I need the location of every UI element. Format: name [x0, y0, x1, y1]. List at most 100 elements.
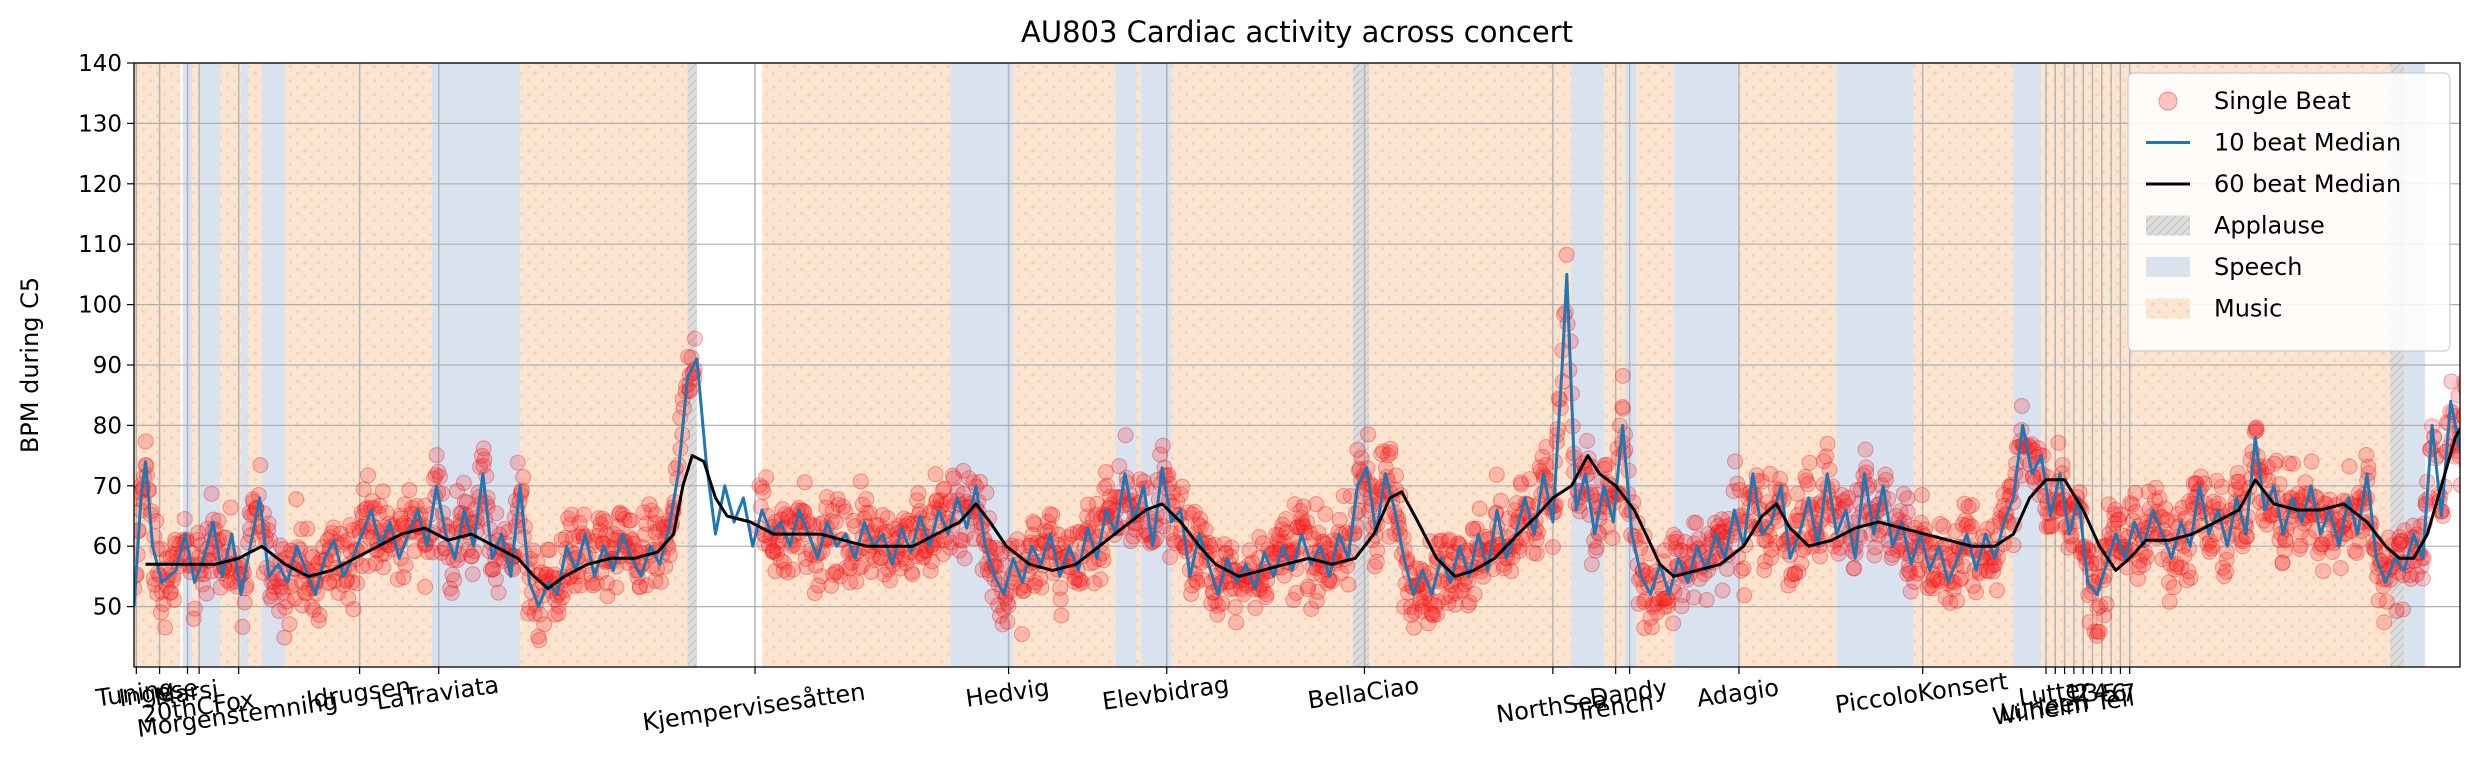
single-beat-point [1258, 586, 1275, 603]
single-beat-point [479, 489, 496, 506]
single-beat-point [2467, 405, 2476, 420]
single-beat-point [1194, 571, 1211, 588]
single-beat-point [1183, 585, 1200, 602]
single-beat-point [1254, 535, 1271, 552]
single-beat-point [1174, 478, 1191, 495]
single-beat-point [1714, 582, 1731, 599]
single-beat-point [392, 507, 409, 524]
single-beat-point [643, 502, 660, 519]
single-beat-point [935, 481, 952, 498]
single-beat-point [1025, 513, 1042, 530]
single-beat-point [756, 535, 773, 552]
single-beat-point [810, 577, 827, 594]
legend-label: Speech [2214, 253, 2302, 281]
single-beat-point [1152, 446, 1169, 463]
single-beat-point [2472, 385, 2476, 400]
y-tick-label: 120 [78, 172, 122, 198]
single-beat-point [999, 594, 1016, 611]
single-beat-point [807, 557, 824, 574]
single-beat-point [526, 605, 543, 622]
single-beat-point [813, 568, 830, 585]
single-beat-point [898, 555, 915, 572]
single-beat-point [1069, 524, 1086, 541]
x-tick-label: 7 [2119, 678, 2138, 708]
single-beat-point [536, 616, 553, 633]
single-beat-point [1024, 526, 1041, 543]
single-beat-point [599, 575, 616, 592]
single-beat-point [1800, 476, 1817, 493]
y-tick-label: 110 [78, 232, 122, 258]
single-beat-point [583, 574, 600, 591]
single-beat-point [1079, 508, 1096, 525]
single-beat-point [444, 566, 461, 583]
single-beat-point [608, 579, 625, 596]
single-beat-point [588, 575, 605, 592]
single-beat-point [2127, 504, 2144, 521]
single-beat-point [1643, 619, 1660, 636]
single-beat-point [1067, 569, 1084, 586]
single-beat-point [265, 584, 282, 601]
legend-marker-patch [2146, 215, 2190, 236]
single-beat-point [345, 601, 362, 618]
single-beat-point [1122, 533, 1139, 550]
single-beat-point [798, 558, 815, 575]
single-beat-point [1688, 514, 1705, 531]
single-beat-point [2465, 392, 2476, 407]
single-beat-point [166, 591, 183, 608]
single-beat-point [943, 534, 960, 551]
single-beat-point [1244, 554, 1261, 571]
single-beat-point [867, 552, 884, 569]
single-beat-point [359, 467, 376, 484]
single-beat-point [212, 579, 229, 596]
single-beat-point [832, 568, 849, 585]
single-beat-point [428, 447, 445, 464]
single-beat-point [1192, 511, 1209, 528]
single-beat-point [515, 469, 532, 486]
single-beat-point [876, 566, 893, 583]
single-beat-point [590, 527, 607, 544]
single-beat-point [1989, 582, 2006, 599]
single-beat-point [2005, 537, 2022, 554]
single-beat-point [1274, 521, 1291, 538]
single-beat-point [1846, 560, 1863, 577]
single-beat-point [1233, 580, 1250, 597]
single-beat-point [956, 550, 973, 567]
single-beat-point [592, 516, 609, 533]
x-tick-label: PiccoloKonsert [1833, 667, 2009, 719]
single-beat-point [550, 605, 567, 622]
x-axis: TuningIngeseMarsj20thCFoxMorgenstemningI… [93, 667, 2138, 743]
single-beat-point [2455, 410, 2460, 425]
single-beat-point [458, 494, 475, 511]
single-beat-point [1026, 577, 1043, 594]
single-beat-point [1131, 471, 1148, 488]
single-beat-point [994, 616, 1011, 633]
single-beat-point [176, 511, 193, 528]
y-tick-label: 140 [78, 51, 122, 77]
single-beat-point [1857, 441, 1874, 458]
single-beat-point [647, 515, 664, 532]
single-beat-point [482, 561, 499, 578]
single-beat-point [873, 549, 890, 566]
single-beat-point [443, 584, 460, 601]
single-beat-point [900, 515, 917, 532]
single-beat-point [641, 496, 658, 513]
single-beat-point [1052, 591, 1069, 608]
single-beat-point [1340, 576, 1357, 593]
single-beat-point [155, 595, 172, 612]
single-beat-point [392, 510, 409, 527]
single-beat-point [198, 585, 215, 602]
single-beat-point [222, 499, 239, 516]
single-beat-point [2285, 455, 2302, 472]
single-beat-point [153, 583, 170, 600]
legend-label: 60 beat Median [2214, 170, 2401, 198]
single-beat-point [293, 521, 310, 538]
single-beat-point [1216, 536, 1233, 553]
single-beat-point [374, 483, 391, 500]
single-beat-point [1044, 507, 1061, 524]
single-beat-point [1203, 595, 1220, 612]
single-beat-point [1614, 367, 1631, 384]
single-beat-point [397, 557, 414, 574]
single-beat-point [828, 564, 845, 581]
single-beat-point [932, 492, 949, 509]
single-beat-point [194, 576, 211, 593]
